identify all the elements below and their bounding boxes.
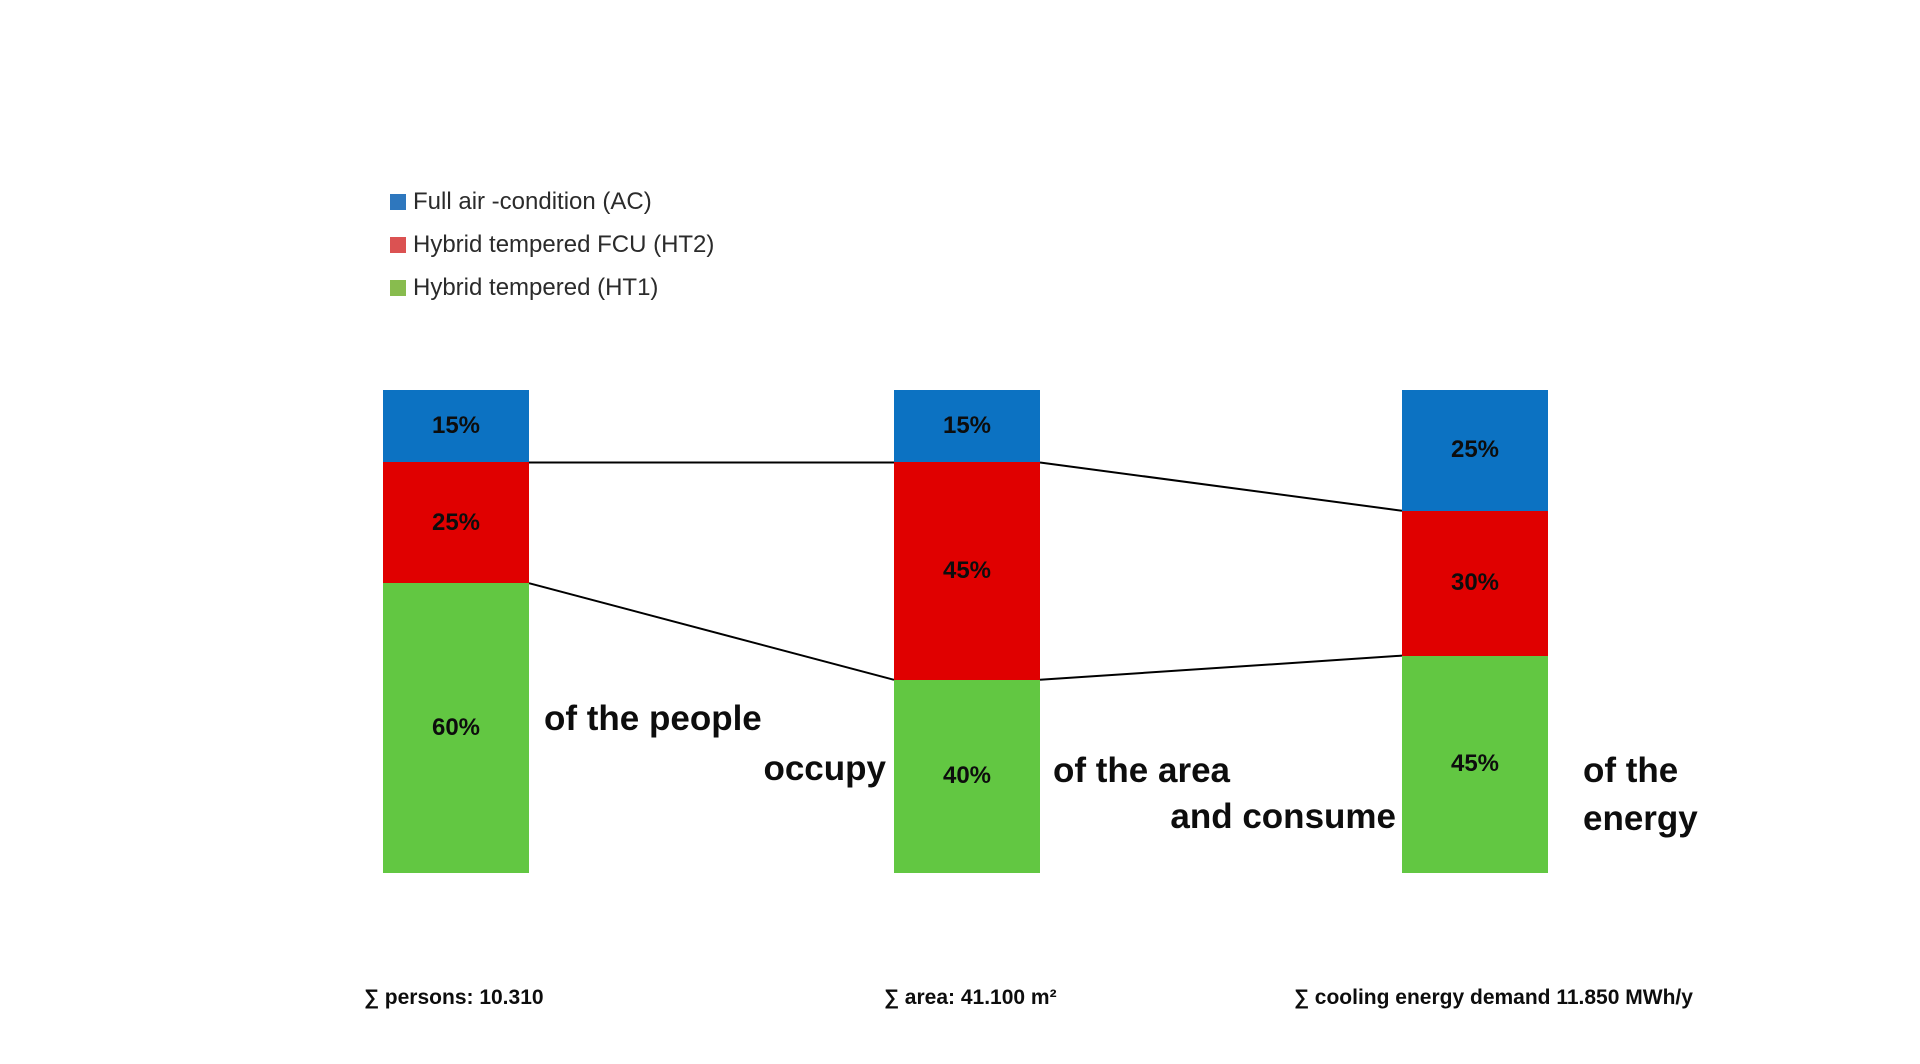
legend-item-ac: Full air -condition (AC)	[390, 190, 714, 214]
people-ac-segment	[383, 390, 529, 463]
total-persons: ∑ persons: 10.310	[364, 986, 544, 1009]
energy-ht2-label: 30%	[1450, 569, 1500, 597]
energy-ht2-segment	[1402, 510, 1548, 656]
area-ht1-label: 40%	[942, 762, 992, 790]
area-ht2-label: 45%	[942, 557, 992, 585]
legend-item-ht1: Hybrid tempered (HT1)	[390, 276, 714, 300]
bar-energy: 25% 30% 45%	[1402, 390, 1548, 873]
total-area: ∑ area: 41.100 m²	[884, 986, 1057, 1009]
people-ht1-label: 60%	[431, 714, 481, 742]
legend-label-ht1: Hybrid tempered (HT1)	[413, 274, 659, 301]
connector-line	[528, 582, 895, 681]
legend-label-ht2: Hybrid tempered FCU (HT2)	[413, 231, 715, 258]
legend-swatch-red-icon	[390, 237, 406, 253]
energy-ht1-label: 45%	[1450, 750, 1500, 778]
energy-ht1-segment	[1402, 655, 1548, 873]
connector-line	[1039, 654, 1403, 681]
people-ht2-label: 25%	[431, 508, 481, 536]
annotation-occupy: occupy	[763, 749, 886, 788]
legend: Full air -condition (AC) Hybrid tempered…	[390, 190, 714, 319]
area-ht2-segment	[894, 462, 1040, 680]
area-ac-segment	[894, 390, 1040, 463]
total-cooling-energy: ∑ cooling energy demand 11.850 MWh/y	[1294, 986, 1693, 1009]
people-ht2-segment	[383, 462, 529, 584]
legend-swatch-green-icon	[390, 280, 406, 296]
bar-area: 15% 45% 40%	[894, 390, 1040, 873]
energy-ac-label: 25%	[1450, 436, 1500, 464]
annotation-of-the: of the	[1583, 751, 1679, 790]
legend-item-ht2: Hybrid tempered FCU (HT2)	[390, 233, 714, 257]
area-ac-label: 15%	[942, 412, 992, 440]
annotation-of-the-area: of the area	[1053, 751, 1230, 790]
people-ht1-segment	[383, 583, 529, 873]
annotation-and-consume: and consume	[1170, 797, 1396, 836]
legend-swatch-blue-icon	[390, 194, 406, 210]
people-ac-label: 15%	[431, 412, 481, 440]
area-ht1-segment	[894, 679, 1040, 873]
annotation-energy: energy	[1583, 799, 1698, 838]
annotation-of-the-people: of the people	[544, 699, 762, 738]
connector-line	[1039, 461, 1403, 512]
bar-people: 15% 25% 60%	[383, 390, 529, 873]
legend-label-ac: Full air -condition (AC)	[413, 188, 652, 215]
energy-ac-segment	[1402, 390, 1548, 511]
